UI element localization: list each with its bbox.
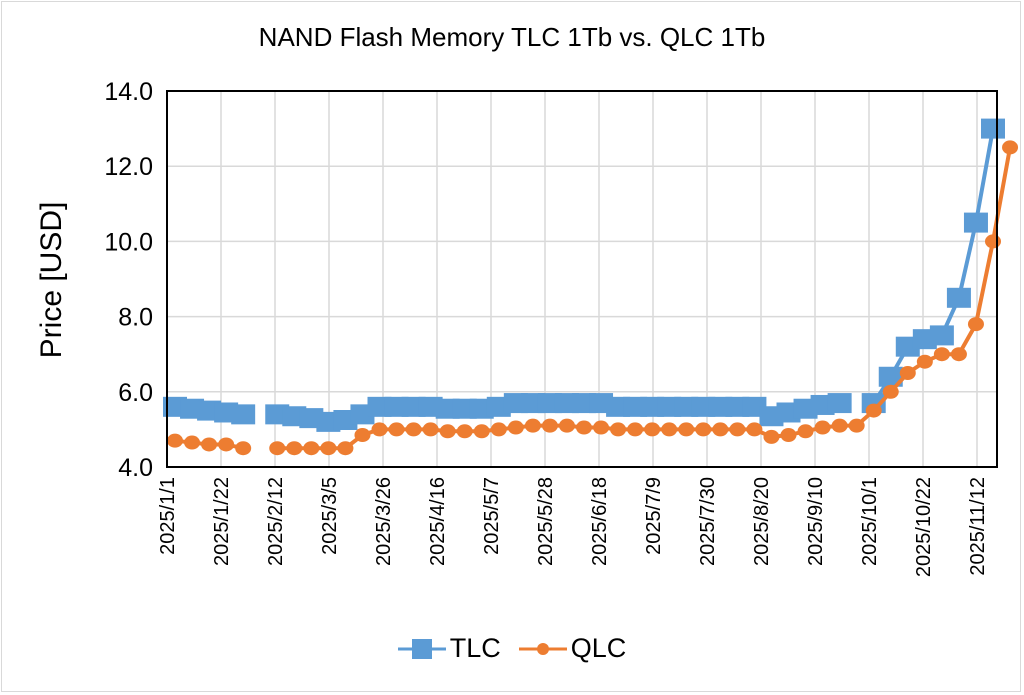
data-point-qlc <box>354 428 371 443</box>
data-point-qlc <box>644 422 661 437</box>
data-point-qlc <box>916 354 933 369</box>
data-point-qlc <box>490 422 507 437</box>
legend-item-qlc[interactable]: QLC <box>518 633 627 664</box>
x-tick-label: 2025/7/9 <box>643 477 665 555</box>
y-tick-label: 10.0 <box>104 228 153 256</box>
data-point-qlc <box>473 424 490 439</box>
data-point-qlc <box>337 441 354 456</box>
data-point-tlc <box>231 404 256 425</box>
data-point-qlc <box>541 418 558 433</box>
data-point-qlc <box>729 422 746 437</box>
data-point-qlc <box>388 422 405 437</box>
data-point-qlc <box>865 403 882 418</box>
data-point-qlc <box>507 420 524 435</box>
data-point-qlc <box>269 441 286 456</box>
data-point-qlc <box>967 317 984 332</box>
data-point-qlc <box>218 437 235 452</box>
data-point-qlc <box>184 435 201 450</box>
data-point-tlc <box>827 393 852 414</box>
data-point-qlc <box>167 433 183 448</box>
x-tick-label: 2025/8/20 <box>751 477 773 566</box>
x-tick-label: 2025/10/22 <box>913 477 935 577</box>
data-point-qlc <box>831 418 848 433</box>
x-tick-label: 2025/1/1 <box>157 477 179 555</box>
data-point-qlc <box>201 437 218 452</box>
data-point-qlc <box>576 420 592 435</box>
data-point-qlc <box>593 420 610 435</box>
data-point-qlc <box>627 422 644 437</box>
x-tick-label: 2025/7/30 <box>697 477 719 566</box>
y-tick-label: 14.0 <box>104 78 153 106</box>
data-point-qlc <box>746 422 763 437</box>
y-tick-label: 4.0 <box>118 454 153 482</box>
x-tick-label: 2025/3/5 <box>319 477 341 555</box>
data-point-qlc <box>882 384 899 399</box>
data-point-qlc <box>848 418 865 433</box>
data-point-qlc <box>286 441 303 456</box>
data-point-qlc <box>610 422 627 437</box>
x-tick-label: 2025/2/12 <box>265 477 287 566</box>
data-point-tlc <box>963 212 988 233</box>
x-tick-label: 2025/10/1 <box>859 477 881 566</box>
data-point-qlc <box>712 422 729 437</box>
data-point-qlc <box>558 418 575 433</box>
x-tick-label: 2025/6/18 <box>589 477 611 566</box>
x-tick-label: 2025/5/28 <box>535 477 557 566</box>
square-marker-icon <box>397 638 446 659</box>
data-point-qlc <box>303 441 320 456</box>
data-point-qlc <box>456 424 473 439</box>
legend: TLC QLC <box>0 633 1024 664</box>
data-point-qlc <box>524 418 541 433</box>
x-tick-label: 2025/11/12 <box>967 477 989 576</box>
data-point-qlc <box>950 347 967 362</box>
legend-label-tlc: TLC <box>449 633 501 663</box>
legend-item-tlc[interactable]: TLC <box>397 633 501 664</box>
x-tick-label: 2025/4/16 <box>427 477 449 566</box>
data-point-tlc <box>929 325 954 346</box>
data-point-qlc <box>661 422 678 437</box>
data-point-qlc <box>780 428 797 443</box>
plot-border <box>166 90 998 468</box>
data-point-qlc <box>678 422 695 437</box>
legend-label-qlc: QLC <box>570 633 627 663</box>
x-tick-label: 2025/9/10 <box>805 477 827 566</box>
data-point-qlc <box>814 420 831 435</box>
data-point-qlc <box>899 366 916 380</box>
data-point-qlc <box>320 441 337 456</box>
x-tick-label: 2025/3/26 <box>373 477 395 566</box>
data-point-qlc <box>422 422 439 437</box>
data-point-tlc <box>878 366 903 387</box>
y-tick-label: 6.0 <box>118 379 153 407</box>
data-point-qlc <box>1002 140 1019 155</box>
data-point-qlc <box>439 424 456 439</box>
data-point-qlc <box>763 429 780 444</box>
data-point-qlc <box>797 424 814 439</box>
data-point-qlc <box>371 422 388 437</box>
series-line-tlc <box>872 128 995 405</box>
data-point-qlc <box>933 347 950 362</box>
data-point-qlc <box>405 422 422 437</box>
circle-marker-icon <box>518 642 567 655</box>
data-point-tlc <box>981 118 1005 139</box>
x-tick-label: 2025/1/22 <box>211 477 233 566</box>
data-point-tlc <box>946 287 971 308</box>
y-tick-label: 12.0 <box>104 153 153 181</box>
y-tick-label: 8.0 <box>118 304 153 332</box>
chart-title: NAND Flash Memory TLC 1Tb vs. QLC 1Tb <box>258 22 766 52</box>
data-point-qlc <box>985 234 1001 249</box>
data-point-qlc <box>235 441 252 456</box>
data-point-qlc <box>695 422 712 437</box>
x-tick-label: 2025/5/7 <box>481 477 503 555</box>
